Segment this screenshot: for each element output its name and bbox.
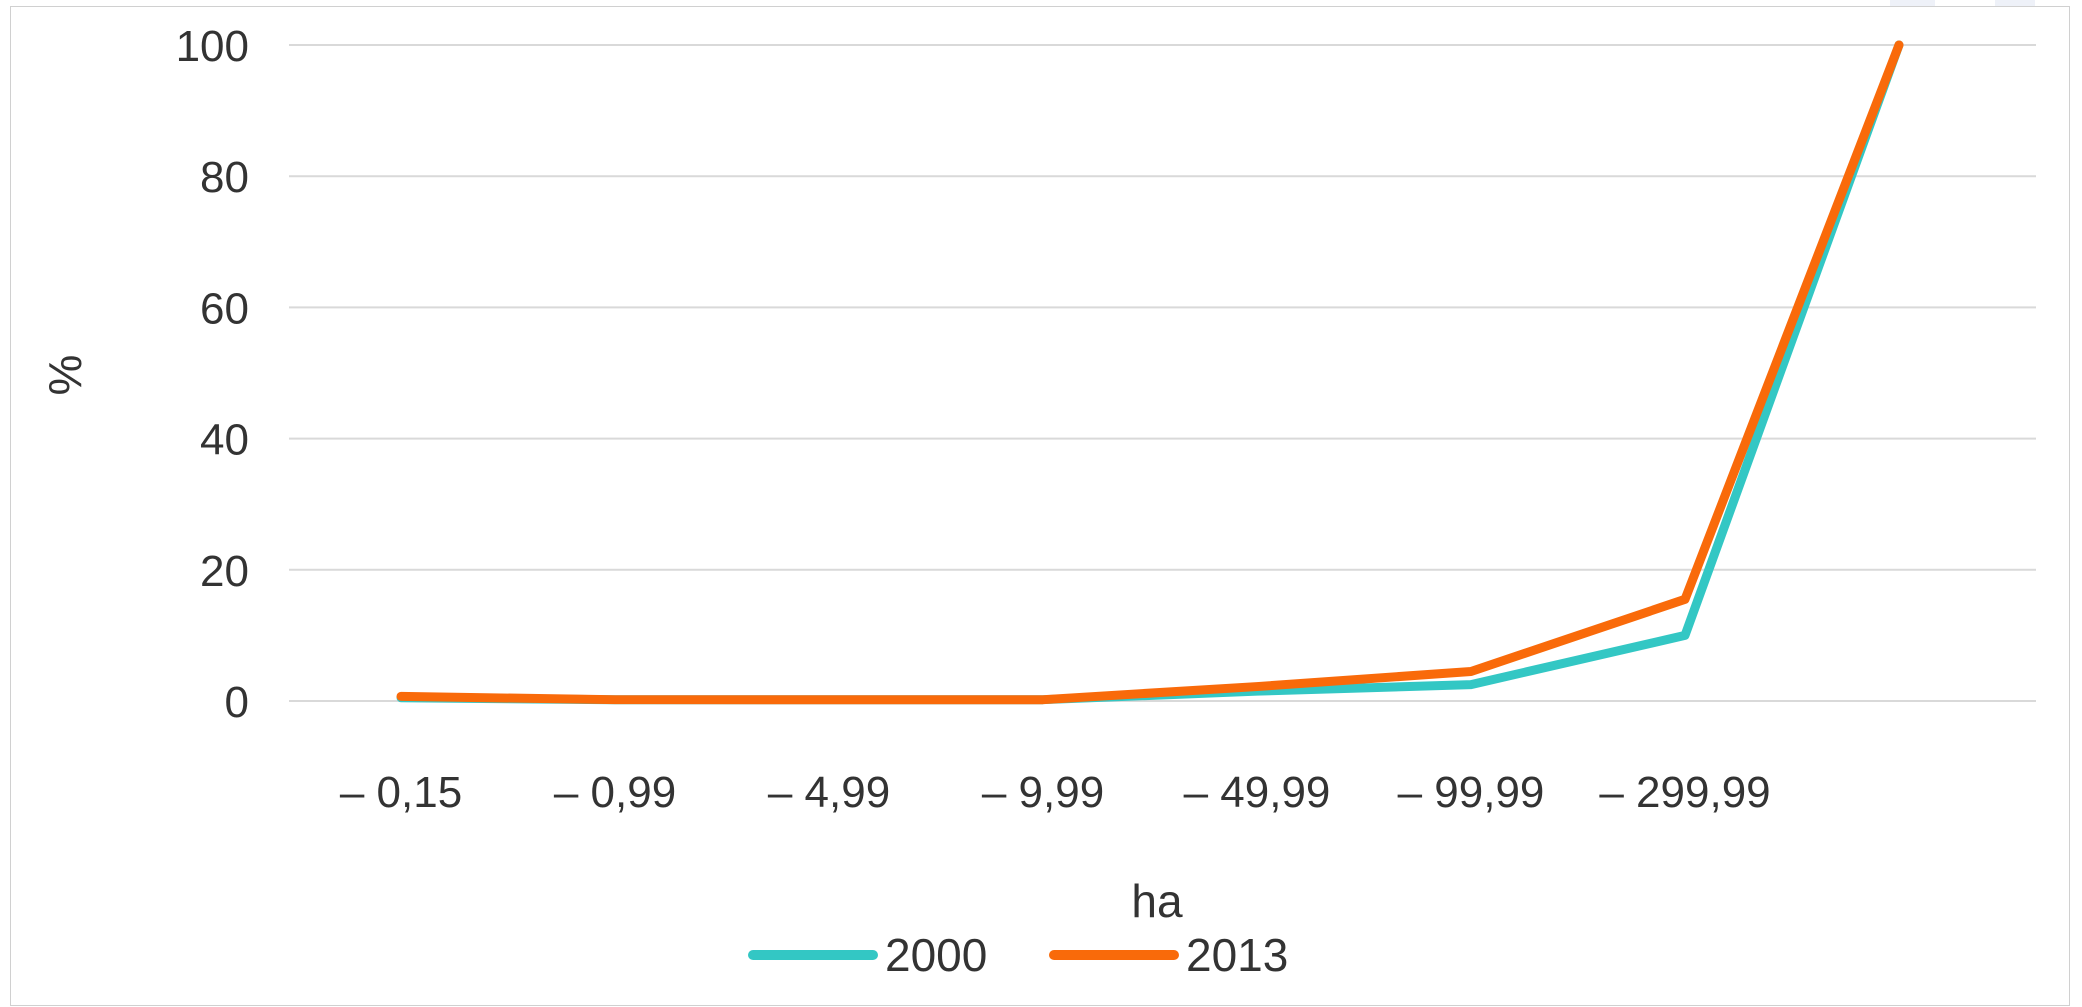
- y-axis-tick-labels: 0 20 40 60 80 100: [176, 22, 249, 727]
- x-tick-label: – 9,99: [982, 768, 1104, 817]
- x-tick-label: – 0,99: [554, 768, 676, 817]
- background-decoration: [1890, 0, 1935, 6]
- chart-frame: 0 20 40 60 80 100 – 0,15 – 0,99 – 4,99 – 9,99 – 4…: [10, 6, 2070, 1006]
- legend-label-2013: 2013: [1186, 929, 1288, 981]
- x-tick-label: – 99,99: [1398, 768, 1545, 817]
- y-tick-label: 0: [225, 678, 249, 727]
- x-tick-label: – 49,99: [1184, 768, 1331, 817]
- y-tick-label: 100: [176, 22, 249, 71]
- x-tick-label: – 299,99: [1599, 768, 1770, 817]
- line-chart: 0 20 40 60 80 100 – 0,15 – 0,99 – 4,99 – 9,99 – 4…: [39, 22, 2036, 981]
- x-axis-tick-labels: – 0,15 – 0,99 – 4,99 – 9,99 – 49,99 – 99,99 – …: [340, 768, 1771, 817]
- x-tick-label: – 4,99: [768, 768, 890, 817]
- series-line-2013: [396, 40, 1904, 705]
- y-tick-label: 60: [200, 284, 249, 333]
- y-axis-title: %: [39, 355, 91, 396]
- x-axis-title: ha: [1131, 875, 1183, 927]
- series-lines: [396, 40, 1904, 705]
- y-tick-label: 20: [200, 547, 249, 596]
- y-tick-label: 40: [200, 416, 249, 465]
- gridlines: [289, 44, 2036, 702]
- background-decoration: [1995, 0, 2035, 6]
- y-tick-label: 80: [200, 153, 249, 202]
- legend-label-2000: 2000: [885, 929, 987, 981]
- legend: 2000 2013: [748, 929, 1288, 981]
- x-tick-label: – 0,15: [340, 768, 462, 817]
